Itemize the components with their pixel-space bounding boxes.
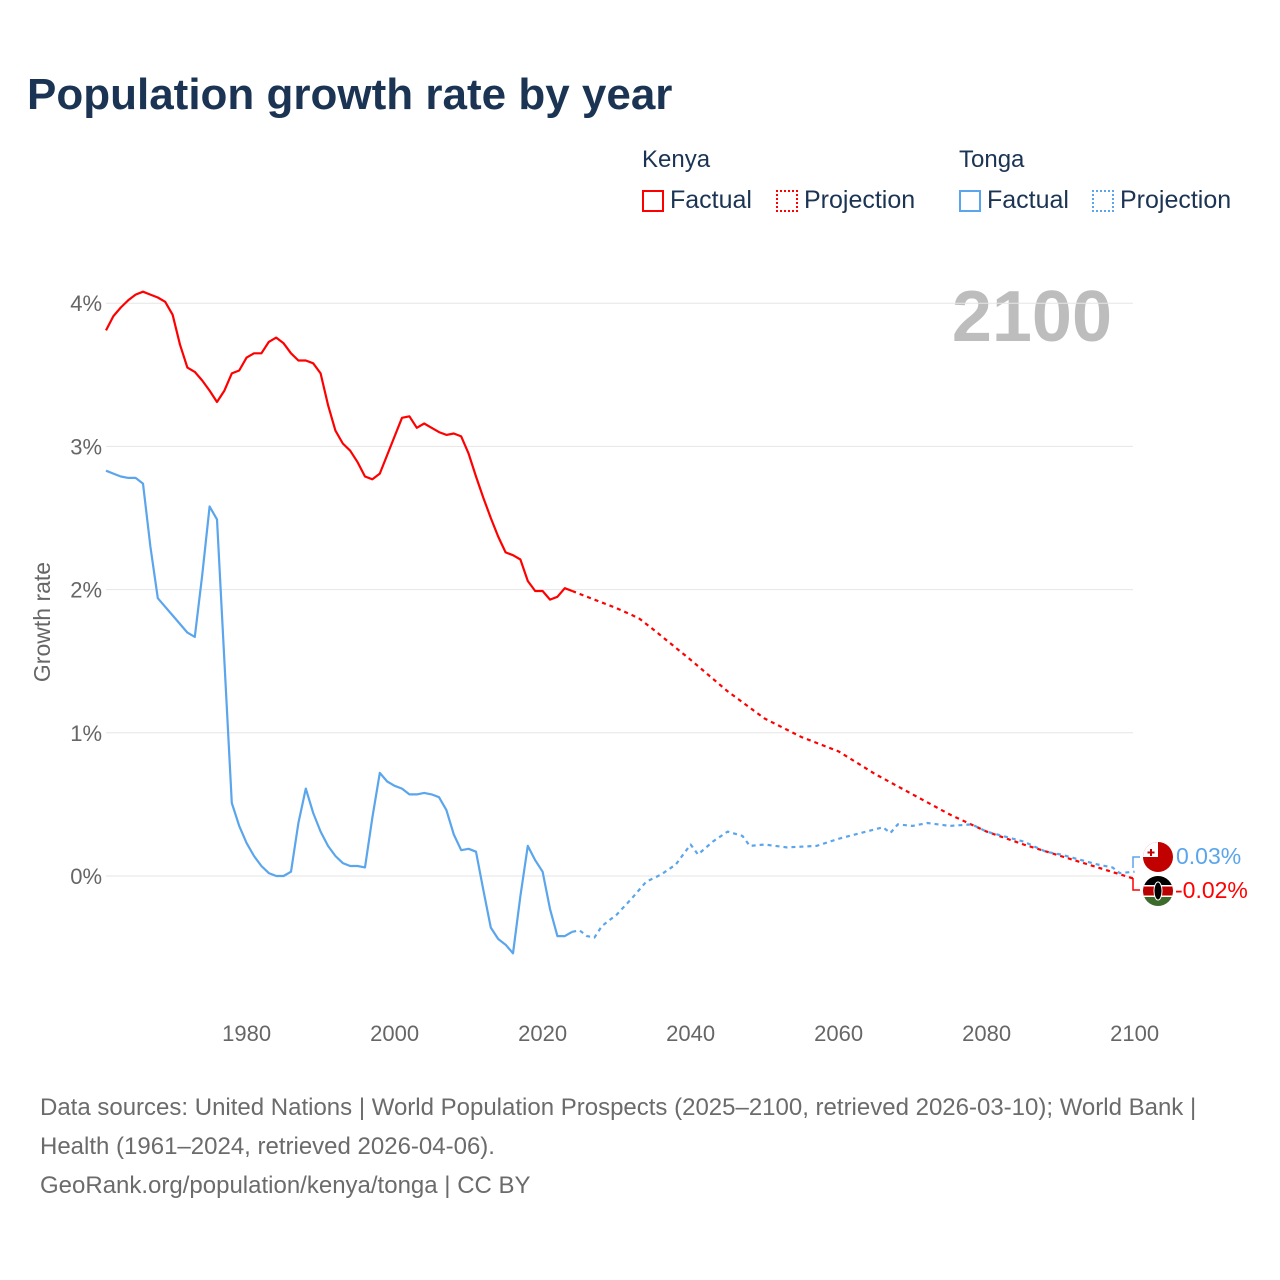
kenya-projection-line — [571, 589, 1135, 880]
kenya-connector — [1132, 878, 1140, 891]
kenya-flag-icon — [1143, 876, 1173, 906]
chart-title: Population growth rate by year — [27, 70, 673, 119]
x-tick-label: 2040 — [666, 1021, 715, 1046]
y-tick-label: 0% — [70, 864, 102, 889]
tonga-connector — [1132, 856, 1140, 868]
source-note: Data sources: United Nations | World Pop… — [40, 1088, 1240, 1205]
y-tick-label: 2% — [70, 578, 102, 603]
attribution-link[interactable]: GeoRank.org/population/kenya/tonga | CC … — [40, 1172, 531, 1199]
tonga-factual-line — [105, 469, 573, 955]
tonga-flag-icon — [1143, 842, 1173, 872]
legend-label: Factual — [670, 186, 752, 214]
legend-label: Factual — [987, 186, 1069, 214]
x-tick-label: 2000 — [370, 1021, 419, 1046]
data-sources: Data sources: United Nations | World Pop… — [40, 1094, 1197, 1160]
x-tick-label: 2020 — [518, 1021, 567, 1046]
current-year-label: 2100 — [951, 277, 1112, 357]
x-tick-label: 2100 — [1110, 1021, 1159, 1046]
x-tick-label: 2080 — [962, 1021, 1011, 1046]
legend-swatch-solid — [642, 189, 664, 212]
legend-kenya-factual[interactable]: Factual — [642, 186, 752, 215]
legend-swatch-dotted — [776, 189, 798, 212]
y-tick-label: 1% — [70, 721, 102, 746]
x-tick-label: 1980 — [222, 1021, 271, 1046]
kenya-factual-line — [105, 290, 573, 601]
legend-label: Projection — [1120, 186, 1232, 214]
y-tick-label: 4% — [70, 291, 102, 316]
kenya-end-value: -0.02% — [1175, 877, 1248, 903]
legend-label: Projection — [804, 186, 916, 214]
y-axis-label: Growth rate — [29, 562, 55, 682]
legend-group-tonga: Tonga — [959, 146, 1025, 173]
y-tick-label: 3% — [70, 434, 102, 459]
legend-tonga-factual[interactable]: Factual — [959, 186, 1069, 215]
tonga-end-value: 0.03% — [1176, 843, 1241, 869]
tonga-projection-line — [571, 821, 1135, 939]
legend-kenya-projection[interactable]: Projection — [776, 186, 915, 215]
legend-group-kenya: Kenya — [642, 146, 711, 173]
legend-swatch-dotted — [1092, 189, 1114, 212]
x-tick-label: 2060 — [814, 1021, 863, 1046]
legend-swatch-solid — [959, 189, 981, 212]
legend-tonga-projection[interactable]: Projection — [1092, 186, 1231, 215]
